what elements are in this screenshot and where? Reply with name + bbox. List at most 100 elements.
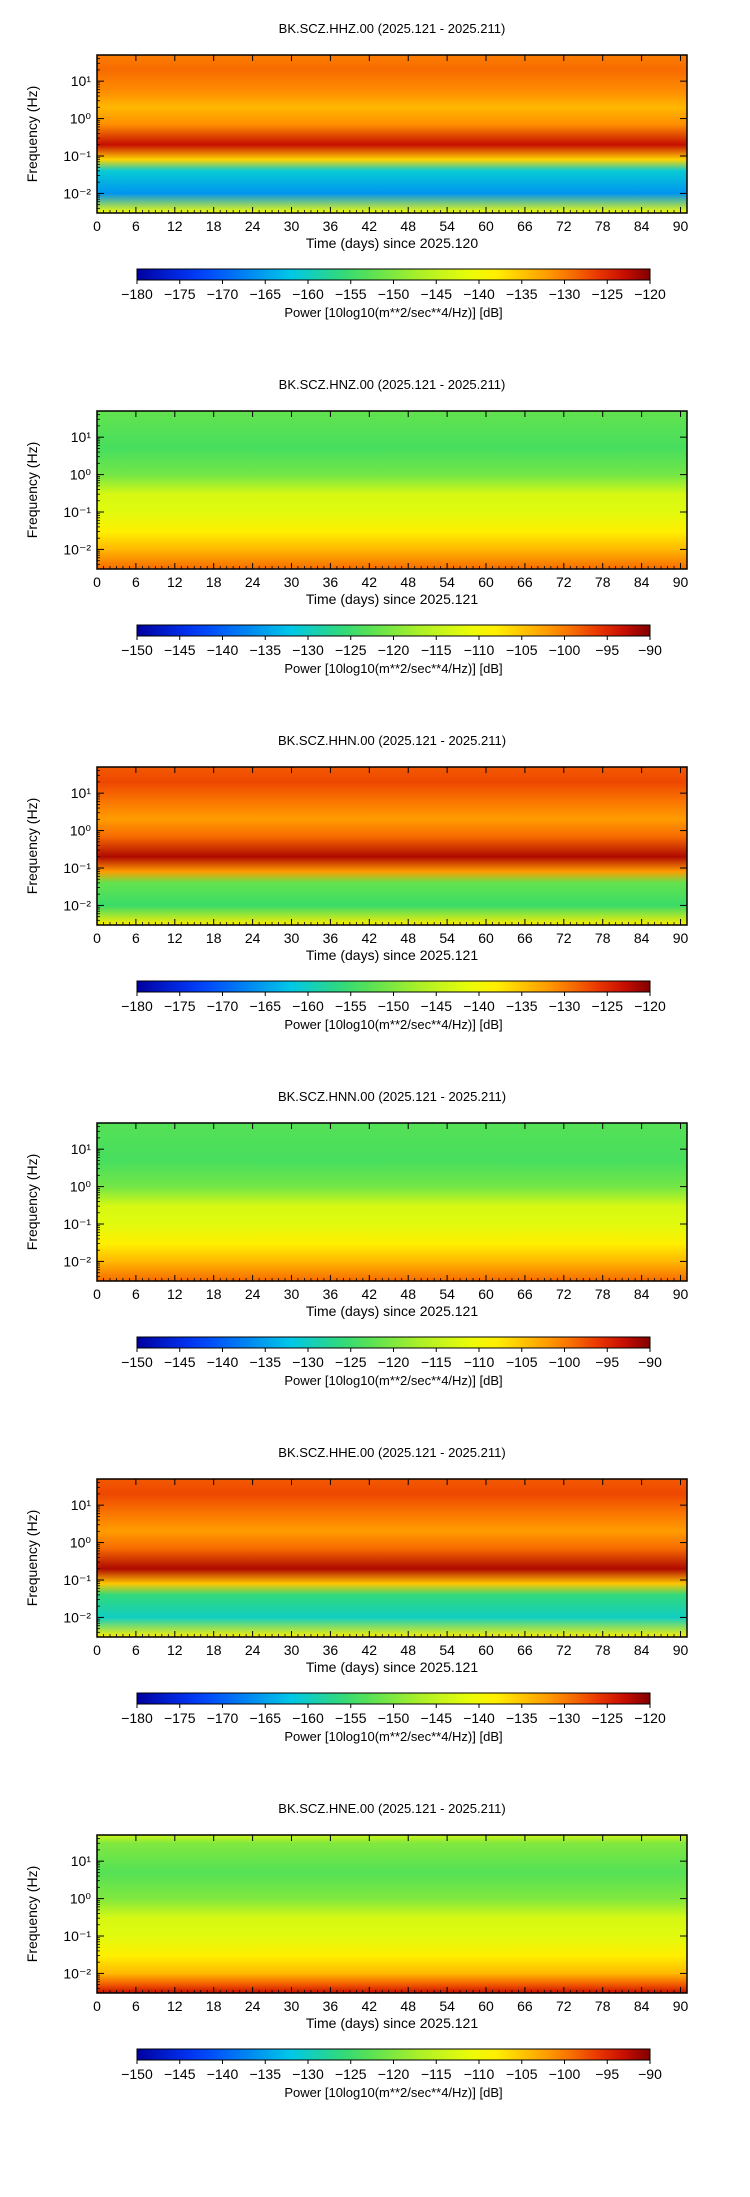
y-tick-label: 10⁻² [63,541,91,557]
x-tick-label: 78 [595,218,611,234]
colorbar-tick-label: −175 [164,286,196,302]
colorbar-tick-label: −100 [549,642,581,658]
colorbar-label: Power [10log10(m**2/sec**4/Hz)] [dB] [284,661,502,676]
y-tick-label: 10¹ [71,1141,92,1157]
y-axis-label: Frequency (Hz) [24,798,40,894]
plot-frame [96,1478,688,1638]
x-tick-label: 48 [400,1642,416,1658]
colorbar-tick-label: −120 [378,642,410,658]
y-tick-label: 10⁰ [70,823,92,839]
colorbar-tick-label: −130 [292,2066,324,2082]
plot-frame [96,410,688,570]
spectrogram-panel: BK.SCZ.HNN.00 (2025.121 - 2025.211) 0 6 12 1… [24,1089,689,1388]
x-tick-label: 42 [362,930,378,946]
x-tick-label: 36 [323,1998,339,2014]
x-tick-label: 42 [362,1642,378,1658]
colorbar-tick-label: −110 [464,642,495,658]
colorbar-tick-label: −150 [121,642,153,658]
colorbar-tick-label: −135 [249,642,281,658]
x-tick-label: 90 [673,574,689,590]
x-tick-label: 0 [93,1642,101,1658]
x-tick-label: 66 [517,218,533,234]
chart-title: BK.SCZ.HHE.00 (2025.121 - 2025.211) [278,1445,505,1460]
spectrogram-image [97,1123,687,1281]
y-tick-label: 10⁰ [70,1179,92,1195]
colorbar-tick-label: −140 [463,286,495,302]
colorbar-tick-label: −130 [549,286,581,302]
colorbar-tick-label: −125 [591,1710,623,1726]
y-tick-label: 10⁻² [63,897,91,913]
x-tick-label: 48 [400,1998,416,2014]
colorbar-label: Power [10log10(m**2/sec**4/Hz)] [dB] [284,1373,502,1388]
colorbar-tick-label: −145 [164,2066,196,2082]
y-tick-label: 10⁰ [70,1891,92,1907]
x-tick-label: 60 [478,1642,494,1658]
x-tick-label: 18 [206,1642,222,1658]
x-tick-label: 60 [478,574,494,590]
x-tick-label: 0 [93,1286,101,1302]
colorbar-tick-label: −110 [464,2066,495,2082]
colorbar-tick-label: −120 [634,998,666,1014]
colorbar-tick-label: −90 [638,2066,662,2082]
colorbar-tick-label: −125 [591,998,623,1014]
colorbar-tick-label: −115 [421,642,452,658]
x-tick-label: 36 [323,1286,339,1302]
chart-title: BK.SCZ.HNE.00 (2025.121 - 2025.211) [278,1801,505,1816]
x-tick-label: 24 [245,1286,261,1302]
y-tick-label: 10⁰ [70,467,92,483]
x-tick-label: 54 [439,218,455,234]
x-tick-label: 42 [362,1286,378,1302]
x-tick-label: 12 [167,930,183,946]
y-axis-label: Frequency (Hz) [24,442,40,538]
plot-frame [96,1122,688,1282]
x-tick-label: 84 [634,1642,650,1658]
colorbar-tick-label: −105 [506,2066,538,2082]
x-tick-label: 6 [132,930,140,946]
colorbar-tick-label: −145 [420,286,452,302]
x-tick-label: 6 [132,1286,140,1302]
colorbar-label: Power [10log10(m**2/sec**4/Hz)] [dB] [284,1729,502,1744]
colorbar-tick-label: −170 [207,1710,239,1726]
colorbar-tick-label: −180 [121,286,153,302]
y-tick-label: 10⁻² [63,1253,91,1269]
colorbar-tick-label: −125 [335,2066,367,2082]
colorbar-tick-label: −150 [378,998,410,1014]
colorbar-tick-label: −155 [335,286,367,302]
colorbar [136,1336,651,1349]
colorbar-tick-label: −170 [207,998,239,1014]
x-tick-label: 78 [595,1998,611,2014]
y-tick-label: 10⁻¹ [63,1572,91,1588]
x-tick-label: 0 [93,218,101,234]
x-tick-label: 72 [556,930,572,946]
y-axis-label: Frequency (Hz) [24,1510,40,1606]
colorbar-tick-label: −100 [549,1354,581,1370]
y-tick-label: 10⁻¹ [63,1928,91,1944]
colorbar-tick-label: −165 [249,998,281,1014]
plot-frame [96,766,688,926]
y-tick-label: 10⁻¹ [63,148,91,164]
plot-frame [96,54,688,214]
y-tick-label: 10¹ [71,429,92,445]
x-tick-label: 30 [284,218,300,234]
colorbar-tick-label: −120 [634,1710,666,1726]
chart-title: BK.SCZ.HNN.00 (2025.121 - 2025.211) [278,1089,506,1104]
colorbar-tick-label: −140 [463,998,495,1014]
x-tick-label: 0 [93,1998,101,2014]
x-tick-label: 24 [245,218,261,234]
spectrogram-image [97,767,687,925]
x-tick-label: 24 [245,1998,261,2014]
y-tick-label: 10¹ [71,73,92,89]
colorbar-tick-label: −130 [549,998,581,1014]
spectrogram-panel: BK.SCZ.HHN.00 (2025.121 - 2025.211) 0 6 12 1… [24,733,689,1032]
x-tick-label: 30 [284,1642,300,1658]
colorbar-tick-label: −140 [463,1710,495,1726]
colorbar-label: Power [10log10(m**2/sec**4/Hz)] [dB] [284,305,502,320]
colorbar-tick-label: −95 [595,2066,619,2082]
y-axis-label: Frequency (Hz) [24,1866,40,1962]
colorbar-tick-label: −175 [164,1710,196,1726]
x-tick-label: 72 [556,218,572,234]
y-tick-label: 10⁻¹ [63,860,91,876]
colorbar-tick-label: −150 [121,1354,153,1370]
y-tick-label: 10⁻² [63,1965,91,1981]
